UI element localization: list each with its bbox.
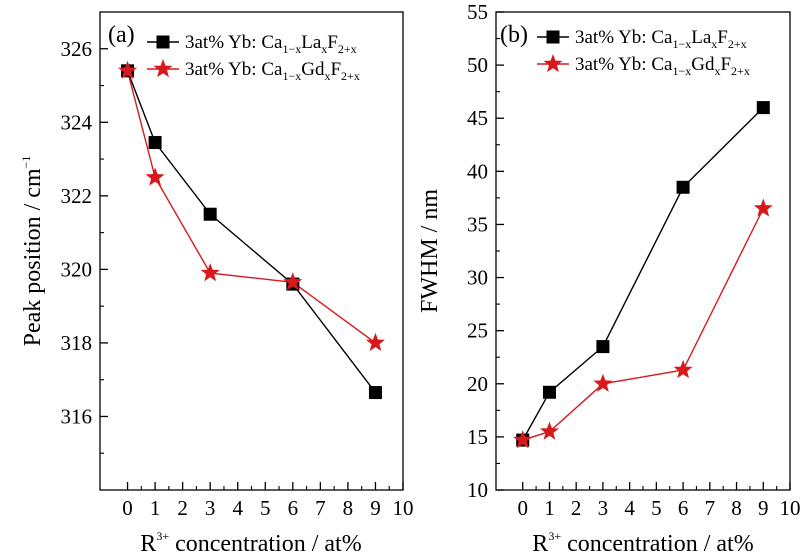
series-2-point [145,167,165,186]
x-tick-label: 0 [517,496,528,520]
legend-entry-2: 3at% Yb: Ca1−xGdxF2+x [575,54,750,78]
chart-a-ticks: 0 1 2 3 4 5 6 7 8 9 10 316 318 320 322 324 326 [61,37,414,520]
series-1-point [756,101,770,115]
series-2-point [593,373,613,392]
y-tick-label: 35 [467,212,488,236]
series-1-point [596,340,610,354]
x-tick-label: 6 [288,496,299,520]
y-tick-label: 55 [467,0,488,24]
chart-b-y-axis-title: FWHM / nm [417,189,443,313]
y-tick-label: 40 [467,159,488,183]
series-2-line [126,70,376,344]
y-tick-label: 318 [61,331,93,355]
x-tick-label: 8 [731,496,742,520]
series-2-line [522,208,764,441]
chart-a: 0 1 2 3 4 5 6 7 8 9 10 316 318 320 322 324 326 (a) 3at% … [19,11,414,557]
legend-entry-2: 3at% Yb: Ca1−xGdxF2+x [185,59,360,83]
legend-swatch-marker [153,59,173,78]
x-tick-label: 10 [393,496,414,520]
series-1-line [522,107,764,441]
chart-a-x-axis-title: R3+ concentration / at% [140,529,361,557]
y-tick-label: 316 [61,404,93,428]
y-tick-label: 326 [61,37,93,61]
x-tick-label: 5 [651,496,662,520]
series-2-point [513,430,533,449]
x-tick-label: 6 [678,496,689,520]
x-tick-label: 1 [544,496,555,520]
y-tick-label: 322 [61,184,93,208]
series-1-point [203,207,217,221]
y-tick-label: 25 [467,319,488,343]
x-tick-label: 3 [205,496,216,520]
series-2-point [539,421,559,440]
series-2-point [283,272,303,291]
legend-swatch-marker [156,35,170,49]
chart-b-frame [495,11,791,491]
chart-b-x-axis-title: R3+ concentration / at% [532,529,753,557]
series-2-point [673,360,693,379]
series-1-point [148,136,162,150]
series-1-line [126,70,377,394]
series-2-point [200,263,220,282]
chart-b-legend: 3at% Yb: Ca1−xLaxF2+x 3at% Yb: Ca1−xGdxF2… [537,27,750,78]
x-tick-label: 9 [370,496,381,520]
chart-a-legend: 3at% Yb: Ca1−xLaxF2+x 3at% Yb: Ca1−xGdxF2… [147,32,360,83]
x-tick-label: 4 [624,496,635,520]
x-tick-label: 2 [177,496,188,520]
x-tick-label: 5 [260,496,271,520]
x-tick-label: 7 [315,496,326,520]
series-2-point [753,198,773,217]
y-tick-label: 50 [467,53,488,77]
chart-a-panel-label: (a) [108,22,135,48]
y-tick-label: 20 [467,372,488,396]
series-2-point [118,60,138,79]
x-tick-label: 9 [758,496,769,520]
y-tick-label: 10 [467,478,488,502]
x-tick-label: 7 [705,496,716,520]
x-tick-label: 3 [598,496,609,520]
chart-a-series [118,60,385,400]
x-tick-label: 4 [232,496,243,520]
legend-entry-1: 3at% Yb: Ca1−xLaxF2+x [575,27,747,51]
legend-swatch-marker [546,30,560,44]
series-1-point [542,385,556,399]
chart-a-y-axis-title: Peak position / cm−1 [19,156,46,347]
y-tick-label: 30 [467,266,488,290]
legend-swatch-marker [543,54,563,73]
series-2-point [365,332,385,351]
chart-b-panel-label: (b) [500,22,528,48]
x-tick-label: 10 [780,496,800,520]
x-tick-label: 1 [150,496,161,520]
series-1-point [368,386,382,400]
x-tick-label: 0 [122,496,133,520]
x-tick-label: 2 [571,496,582,520]
legend-entry-1: 3at% Yb: Ca1−xLaxF2+x [185,32,357,56]
chart-b-series [513,101,773,449]
y-tick-label: 324 [61,110,93,134]
y-tick-label: 15 [467,425,488,449]
x-tick-label: 8 [343,496,354,520]
series-1-point [676,180,690,194]
y-tick-label: 320 [61,257,93,281]
chart-a-frame [99,11,404,491]
y-tick-label: 45 [467,106,488,130]
